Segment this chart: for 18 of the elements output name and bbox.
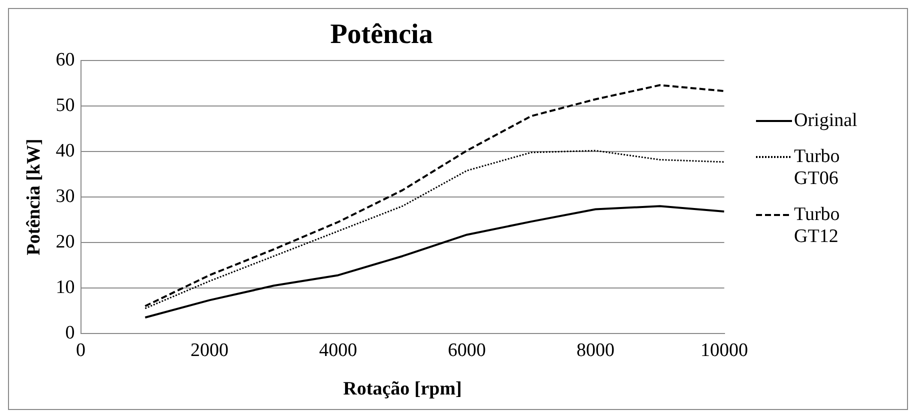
chart-title: Potência [330,19,433,50]
x-tick-label: 2000 [190,340,228,361]
y-tick-label: 10 [56,276,75,298]
y-axis-title: Potência [kW] [23,138,44,256]
x-tick-label: 4000 [319,340,358,361]
x-tick-label: 6000 [448,340,486,361]
x-tick-label: 10000 [700,340,748,361]
x-tick-label: 8000 [576,340,615,361]
legend-label: Turbo GT12 [794,204,841,248]
y-tick-label: 20 [56,231,75,252]
y-tick-label: 60 [56,50,75,71]
x-axis-title: Rotação [rpm] [343,378,462,400]
legend-label: Original [794,110,858,132]
y-tick-label: 0 [65,322,75,344]
y-tick-label: 40 [56,140,75,162]
y-tick-label: 50 [56,95,75,116]
legend-label: Turbo GT06 [794,146,841,190]
y-tick-label: 30 [56,186,75,207]
